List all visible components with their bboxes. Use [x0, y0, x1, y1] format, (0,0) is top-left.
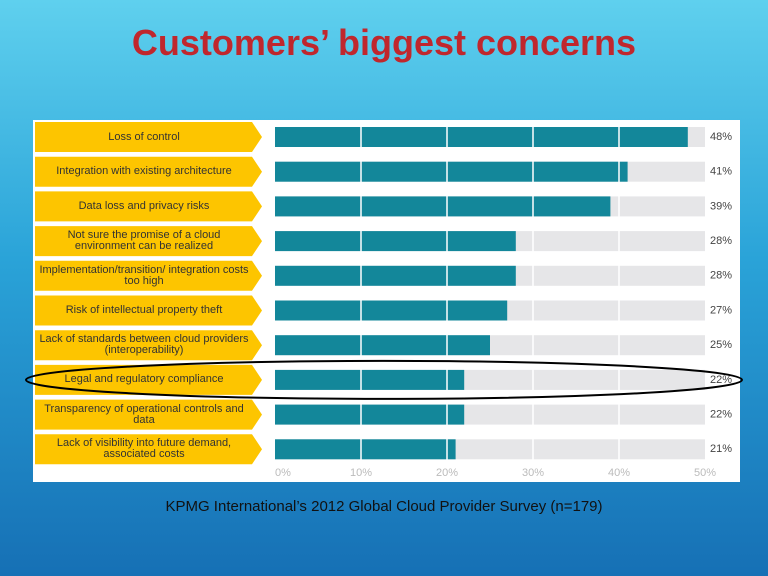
label-arrow: [35, 122, 262, 152]
label-arrow: [35, 364, 262, 395]
category-label: Implementation/transition/ integration c…: [39, 263, 249, 287]
value-label: 39%: [710, 200, 732, 212]
value-label: 41%: [710, 166, 732, 178]
bar: [275, 127, 688, 147]
value-label: 48%: [710, 131, 732, 143]
bar: [275, 404, 465, 425]
x-tick-label: 40%: [608, 467, 630, 479]
label-arrow: [35, 295, 262, 326]
bar: [275, 335, 490, 356]
category-label: Not sure the promise of a cloud environm…: [67, 229, 221, 253]
category-label: Integration with existing architecture: [56, 165, 232, 178]
bar: [275, 369, 465, 390]
bar: [275, 439, 456, 460]
value-label: 21%: [710, 443, 732, 455]
x-tick-label: 30%: [522, 467, 544, 479]
label-arrow: [35, 434, 262, 465]
label-arrow: [35, 260, 262, 291]
slide-title: Customers’ biggest concerns: [131, 22, 637, 63]
category-label: Data loss and privacy risks: [78, 199, 210, 212]
value-label: 25%: [710, 339, 732, 351]
value-label: 28%: [710, 235, 732, 247]
bar: [275, 265, 516, 286]
x-tick-label: 0%: [275, 467, 291, 479]
value-label: 27%: [710, 304, 732, 316]
source-note: KPMG International’s 2012 Global Cloud P…: [165, 498, 603, 515]
x-tick-label: 10%: [350, 467, 372, 479]
label-arrow: [35, 156, 262, 187]
value-label: 22%: [710, 409, 732, 421]
label-arrow: [35, 330, 262, 361]
highlight-ellipse: [25, 359, 743, 400]
x-tick-label: 20%: [436, 467, 458, 479]
label-arrow: [35, 191, 262, 222]
category-label: Legal and regulatory compliance: [64, 373, 224, 386]
label-arrow: [35, 226, 262, 257]
bar: [275, 231, 516, 252]
category-label: Transparency of operational controls and…: [44, 402, 244, 426]
bar: [275, 196, 611, 217]
label-arrow: [35, 399, 262, 430]
x-tick-label: 50%: [694, 467, 716, 479]
bar: [275, 300, 508, 321]
category-label: Risk of intellectual property theft: [65, 304, 223, 316]
value-label: 22%: [710, 374, 732, 386]
category-label: Loss of control: [108, 130, 180, 143]
value-label: 28%: [710, 270, 732, 282]
category-label: Lack of visibility into future demand, a…: [56, 437, 232, 461]
bar: [275, 161, 628, 182]
category-label: Lack of standards between cloud provider…: [39, 333, 249, 357]
